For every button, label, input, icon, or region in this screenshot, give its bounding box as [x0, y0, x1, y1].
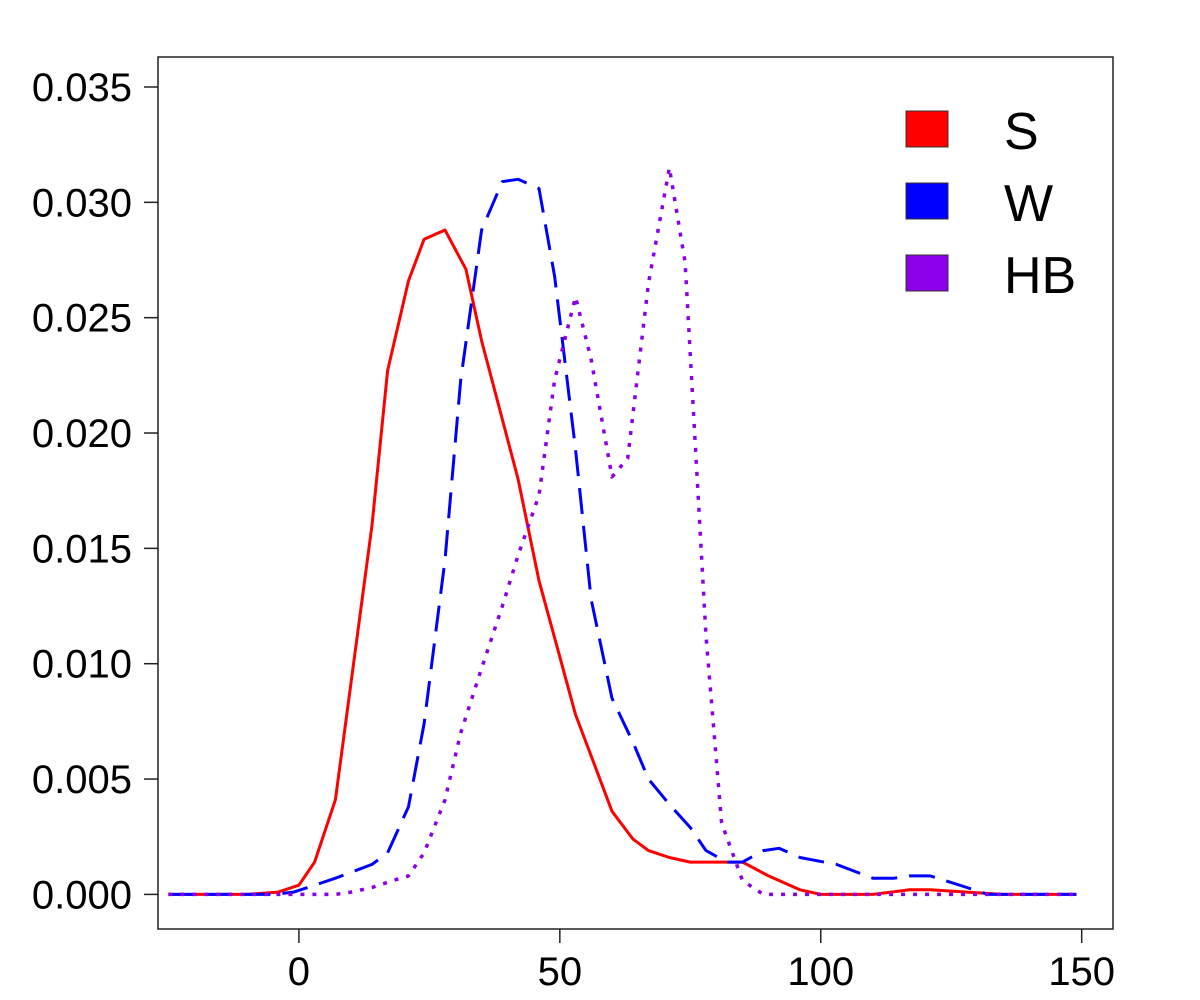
y-tick-label: 0.025	[32, 297, 132, 341]
legend-label: W	[1004, 175, 1053, 233]
x-axis: 0 50 100 150	[288, 929, 1115, 994]
legend-label: HB	[1004, 247, 1076, 305]
y-tick-label: 0.030	[32, 181, 132, 225]
y-tick-label: 0.015	[32, 527, 132, 571]
y-tick-label: 0.000	[32, 873, 132, 917]
series-line-w	[168, 177, 1077, 896]
y-tick-label: 0.005	[32, 758, 132, 802]
x-tick-label: 50	[538, 950, 583, 994]
series-line-s	[168, 228, 1077, 896]
series-line-hb	[168, 165, 1077, 897]
y-tick-label: 0.020	[32, 412, 132, 456]
y-tick-label: 0.035	[32, 66, 132, 110]
legend: SW HB	[905, 103, 1076, 305]
y-tick-label: 0.010	[32, 643, 132, 687]
x-tick-label: 150	[1048, 950, 1115, 994]
plot-frame	[157, 56, 1114, 930]
legend-swatch	[905, 182, 949, 220]
legend-label: S	[1004, 103, 1039, 161]
x-tick-label: 0	[288, 950, 310, 994]
x-tick-label: 100	[787, 950, 854, 994]
legend-swatch	[905, 254, 949, 292]
legend-swatch	[905, 110, 949, 148]
series-layer	[168, 165, 1077, 897]
y-axis: 0.000 0.005 0.010 0.015 0.020 0.025 0.030 0.035	[32, 66, 158, 917]
